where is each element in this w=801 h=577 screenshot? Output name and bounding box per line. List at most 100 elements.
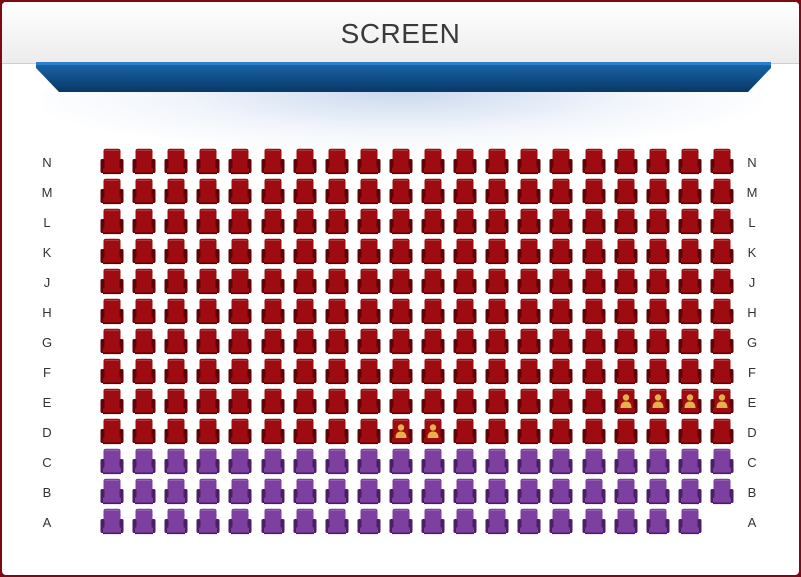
seat-c-16[interactable] — [582, 448, 606, 476]
seat-f-16[interactable] — [582, 358, 606, 386]
seat-k-9[interactable] — [357, 238, 381, 266]
seat-c-10[interactable] — [389, 448, 413, 476]
seat-j-4[interactable] — [196, 268, 220, 296]
seat-m-6[interactable] — [261, 178, 285, 206]
seat-h-17[interactable] — [614, 298, 638, 326]
seat-h-12[interactable] — [453, 298, 477, 326]
seat-j-13[interactable] — [485, 268, 509, 296]
seat-j-18[interactable] — [646, 268, 670, 296]
seat-g-5[interactable] — [228, 328, 252, 356]
seat-g-17[interactable] — [614, 328, 638, 356]
seat-c-14[interactable] — [517, 448, 541, 476]
seat-b-9[interactable] — [357, 478, 381, 506]
seat-k-6[interactable] — [261, 238, 285, 266]
seat-b-5[interactable] — [228, 478, 252, 506]
seat-n-9[interactable] — [357, 148, 381, 176]
seat-g-2[interactable] — [132, 328, 156, 356]
seat-j-15[interactable] — [549, 268, 573, 296]
seat-f-19[interactable] — [678, 358, 702, 386]
seat-c-9[interactable] — [357, 448, 381, 476]
seat-d-6[interactable] — [261, 418, 285, 446]
seat-k-19[interactable] — [678, 238, 702, 266]
seat-k-10[interactable] — [389, 238, 413, 266]
seat-n-12[interactable] — [453, 148, 477, 176]
seat-k-1[interactable] — [100, 238, 124, 266]
seat-j-3[interactable] — [164, 268, 188, 296]
seat-k-2[interactable] — [132, 238, 156, 266]
seat-j-5[interactable] — [228, 268, 252, 296]
seat-b-17[interactable] — [614, 478, 638, 506]
seat-b-7[interactable] — [293, 478, 317, 506]
seat-l-14[interactable] — [517, 208, 541, 236]
seat-d-4[interactable] — [196, 418, 220, 446]
seat-k-12[interactable] — [453, 238, 477, 266]
seat-c-17[interactable] — [614, 448, 638, 476]
seat-a-19[interactable] — [678, 508, 702, 536]
seat-b-4[interactable] — [196, 478, 220, 506]
seat-n-6[interactable] — [261, 148, 285, 176]
seat-h-8[interactable] — [325, 298, 349, 326]
seat-g-11[interactable] — [421, 328, 445, 356]
seat-h-18[interactable] — [646, 298, 670, 326]
seat-j-9[interactable] — [357, 268, 381, 296]
seat-a-3[interactable] — [164, 508, 188, 536]
seat-f-2[interactable] — [132, 358, 156, 386]
seat-d-16[interactable] — [582, 418, 606, 446]
seat-l-8[interactable] — [325, 208, 349, 236]
seat-c-18[interactable] — [646, 448, 670, 476]
seat-k-15[interactable] — [549, 238, 573, 266]
seat-g-19[interactable] — [678, 328, 702, 356]
seat-a-5[interactable] — [228, 508, 252, 536]
seat-m-9[interactable] — [357, 178, 381, 206]
seat-g-12[interactable] — [453, 328, 477, 356]
seat-n-11[interactable] — [421, 148, 445, 176]
seat-f-6[interactable] — [261, 358, 285, 386]
seat-l-18[interactable] — [646, 208, 670, 236]
seat-c-11[interactable] — [421, 448, 445, 476]
seat-f-7[interactable] — [293, 358, 317, 386]
seat-b-1[interactable] — [100, 478, 124, 506]
seat-n-16[interactable] — [582, 148, 606, 176]
seat-g-1[interactable] — [100, 328, 124, 356]
seat-m-14[interactable] — [517, 178, 541, 206]
seat-n-10[interactable] — [389, 148, 413, 176]
seat-a-1[interactable] — [100, 508, 124, 536]
seat-f-9[interactable] — [357, 358, 381, 386]
seat-j-8[interactable] — [325, 268, 349, 296]
seat-e-8[interactable] — [325, 388, 349, 416]
seat-h-6[interactable] — [261, 298, 285, 326]
seat-f-4[interactable] — [196, 358, 220, 386]
seat-n-8[interactable] — [325, 148, 349, 176]
seat-l-17[interactable] — [614, 208, 638, 236]
seat-g-3[interactable] — [164, 328, 188, 356]
seat-b-8[interactable] — [325, 478, 349, 506]
seat-h-4[interactable] — [196, 298, 220, 326]
seat-a-14[interactable] — [517, 508, 541, 536]
seat-f-3[interactable] — [164, 358, 188, 386]
seat-j-17[interactable] — [614, 268, 638, 296]
seat-c-2[interactable] — [132, 448, 156, 476]
seat-a-17[interactable] — [614, 508, 638, 536]
seat-m-20[interactable] — [710, 178, 734, 206]
seat-d-15[interactable] — [549, 418, 573, 446]
seat-h-14[interactable] — [517, 298, 541, 326]
seat-n-15[interactable] — [549, 148, 573, 176]
seat-l-4[interactable] — [196, 208, 220, 236]
seat-a-2[interactable] — [132, 508, 156, 536]
seat-j-19[interactable] — [678, 268, 702, 296]
seat-j-6[interactable] — [261, 268, 285, 296]
seat-b-18[interactable] — [646, 478, 670, 506]
seat-m-4[interactable] — [196, 178, 220, 206]
seat-j-14[interactable] — [517, 268, 541, 296]
seat-e-6[interactable] — [261, 388, 285, 416]
seat-l-9[interactable] — [357, 208, 381, 236]
seat-d-1[interactable] — [100, 418, 124, 446]
seat-f-15[interactable] — [549, 358, 573, 386]
seat-k-16[interactable] — [582, 238, 606, 266]
seat-a-15[interactable] — [549, 508, 573, 536]
seat-f-12[interactable] — [453, 358, 477, 386]
seat-j-10[interactable] — [389, 268, 413, 296]
seat-j-11[interactable] — [421, 268, 445, 296]
seat-l-3[interactable] — [164, 208, 188, 236]
seat-b-12[interactable] — [453, 478, 477, 506]
